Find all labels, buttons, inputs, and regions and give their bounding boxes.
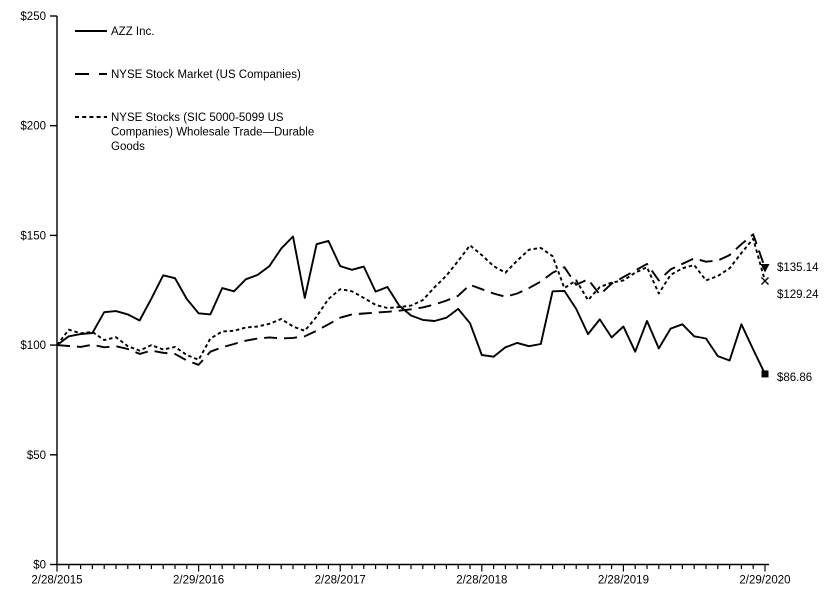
x-tick-label: 2/28/2017	[315, 575, 366, 587]
y-axis-ticks: $0 $50 $100 $150 $200 $250	[20, 11, 57, 572]
legend: AZZ Inc. NYSE Stock Market (US Companies…	[75, 26, 314, 153]
y-tick-label: $100	[20, 340, 46, 352]
legend-label-nyse: NYSE Stock Market (US Companies)	[111, 69, 301, 81]
series-end-markers	[760, 264, 770, 378]
azz-series-line	[56, 235, 766, 375]
axes	[56, 16, 769, 566]
y-tick-label: $150	[20, 230, 46, 242]
y-tick-label: $200	[20, 121, 46, 133]
x-tick-label: 2/28/2015	[31, 575, 82, 587]
legend-label-sic-line2: Companies) Wholesale Trade—Durable	[111, 127, 314, 139]
x-tick-label: 2/28/2018	[456, 575, 507, 587]
x-tick-label: 2/29/2020	[739, 575, 790, 587]
sic-series-line	[56, 237, 766, 361]
x-tick-label: 2/29/2016	[173, 575, 224, 587]
nyse-end-marker-triangle	[760, 264, 770, 273]
legend-label-azz: AZZ Inc.	[111, 26, 154, 38]
x-axis-ticks: 2/28/2015 2/29/2016 2/28/2017 2/28/2018 2/28…	[31, 564, 791, 587]
end-value-label-sic: $129.24	[777, 289, 819, 301]
nyse-series-line	[56, 233, 766, 366]
end-value-label-nyse: $135.14	[777, 262, 819, 274]
y-tick-label: $50	[27, 450, 46, 462]
sic-end-marker-x	[761, 276, 769, 285]
series-lines	[56, 233, 766, 375]
x-tick-label: 2/28/2019	[598, 575, 649, 587]
azz-end-marker-square	[761, 370, 769, 378]
end-value-label-azz: $86.86	[777, 372, 812, 384]
y-tick-label: $250	[20, 11, 46, 23]
legend-label-sic-line3: Goods	[111, 141, 145, 153]
legend-label-sic-line1: NYSE Stocks (SIC 5000-5099 US	[111, 112, 284, 124]
y-tick-label: $0	[33, 560, 46, 572]
end-value-labels: $135.14 $129.24 $86.86	[777, 262, 819, 384]
